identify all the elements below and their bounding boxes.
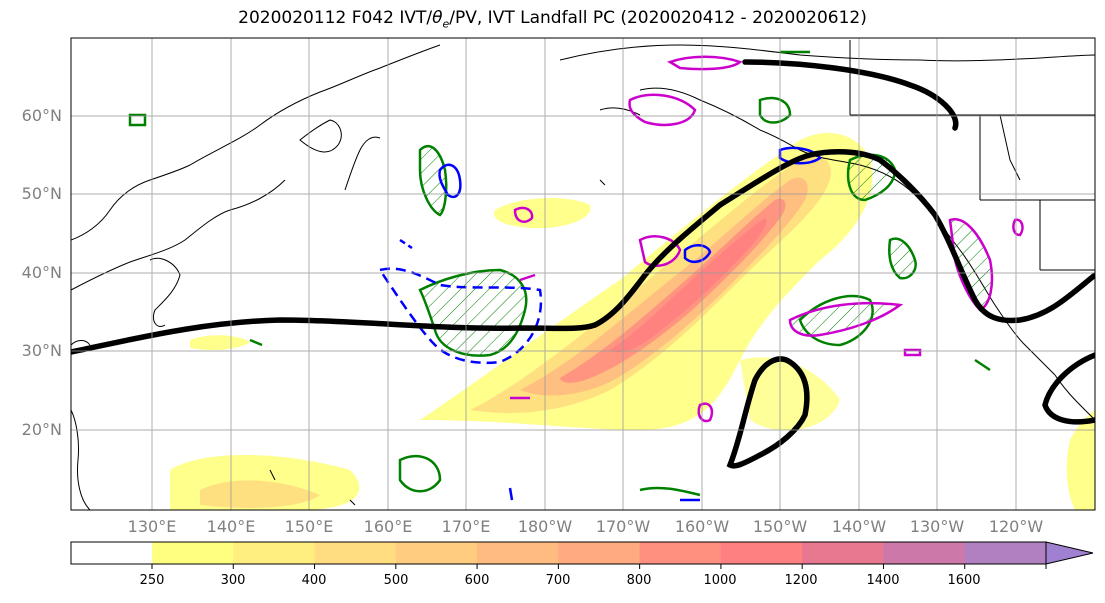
colorbar-tick-label: 1200	[784, 573, 818, 588]
map-frame	[70, 37, 1096, 511]
colorbar-cell	[802, 542, 884, 564]
lon-label: 160°E	[363, 517, 413, 536]
colorbar-tick-label: 300	[220, 573, 246, 588]
colorbar-cell	[558, 542, 641, 564]
map-title: 2020020112 F042 IVT/θe/PV, IVT Landfall …	[238, 8, 867, 31]
lat-label: 20°N	[21, 420, 62, 439]
theta-e-low-contours	[377, 146, 822, 502]
lon-label: 150°W	[752, 517, 808, 536]
lon-label: 130°E	[127, 517, 177, 536]
ivt-fill	[170, 132, 1095, 510]
colorbar-cell	[395, 542, 478, 564]
graticule	[71, 38, 1095, 510]
colorbar-tick-label: 800	[626, 573, 652, 588]
colorbar-tick-label: 600	[464, 573, 490, 588]
lat-label: 40°N	[21, 263, 62, 282]
colorbar-cell	[314, 542, 397, 564]
colorbar-cell	[152, 542, 234, 564]
colorbar-tick-label: 1600	[947, 573, 981, 588]
pc-contour	[71, 59, 1095, 469]
colorbar-cell	[639, 542, 722, 564]
lon-label: 160°W	[674, 517, 730, 536]
colorbar-tick-label: 1000	[703, 573, 737, 588]
colorbar-tick-label: 250	[139, 573, 165, 588]
lon-label: 140°E	[206, 517, 256, 536]
colorbar	[70, 541, 1094, 569]
lon-label: 130°W	[909, 517, 965, 536]
lat-label: 30°N	[21, 341, 62, 360]
lon-label: 120°W	[988, 517, 1044, 536]
colorbar-cell	[477, 542, 559, 564]
colorbar-cell	[964, 542, 1047, 564]
lon-label: 150°E	[284, 517, 334, 536]
pv-contours	[128, 50, 991, 497]
lon-label: 170°W	[595, 517, 651, 536]
coastlines	[71, 40, 1095, 510]
colorbar-cell	[233, 542, 316, 564]
lat-label: 50°N	[21, 184, 62, 203]
colorbar-tick-label: 700	[545, 573, 571, 588]
lat-label: 60°N	[21, 106, 62, 125]
colorbar-tick-label: 500	[383, 573, 409, 588]
colorbar-tick-label: 400	[301, 573, 327, 588]
lon-label: 180°W	[517, 517, 573, 536]
colorbar-tick-label: 1400	[866, 573, 900, 588]
colorbar-cell	[720, 542, 803, 564]
lon-label: 170°E	[441, 517, 491, 536]
colorbar-cell	[883, 542, 966, 564]
lon-label: 140°W	[831, 517, 887, 536]
